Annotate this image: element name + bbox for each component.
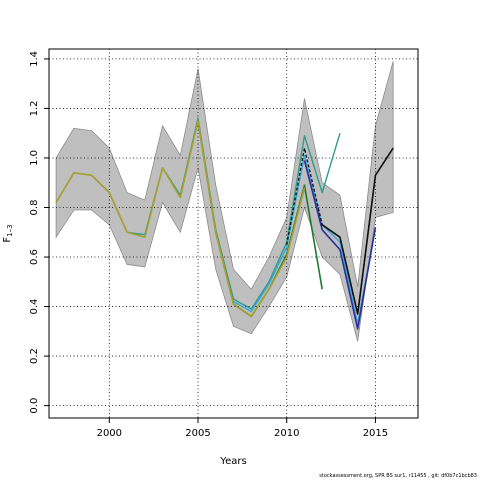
series-line-3 — [303, 160, 377, 330]
band-polygon — [55, 61, 394, 342]
series-line-5 — [55, 120, 306, 318]
series-line-7 — [286, 147, 377, 315]
y-tick-label: 0.0 — [29, 398, 40, 414]
series-lines — [55, 117, 394, 330]
series-line-2 — [233, 154, 377, 325]
y-axis-title-main: F — [2, 237, 13, 243]
plot-frame — [48, 48, 419, 419]
y-tick-label: 0.2 — [29, 348, 40, 364]
y-tick-label: 1.2 — [29, 100, 40, 116]
y-tick-label: 1.4 — [29, 51, 40, 67]
x-axis: 2000 2005 2010 2015 — [97, 418, 388, 439]
y-axis-title: F1–3 — [2, 224, 14, 242]
x-axis-title: Years — [219, 456, 246, 467]
y-axis-title-subscript: 1–3 — [6, 224, 14, 236]
y-tick-label: 0.4 — [29, 299, 40, 315]
x-tick-label: 2005 — [185, 428, 210, 439]
footer-credit: stockassessment.org, SPR BS sur1, r11455… — [319, 473, 477, 479]
x-tick-label: 2000 — [97, 428, 122, 439]
y-tick-label: 0.8 — [29, 200, 40, 216]
y-axis: 0.0 0.2 0.4 0.6 0.8 1.0 1.2 1.4 — [29, 51, 49, 414]
confidence-band — [55, 61, 394, 342]
x-tick-label: 2010 — [274, 428, 299, 439]
y-tick-label: 0.6 — [29, 249, 40, 265]
gridlines — [49, 49, 418, 418]
y-tick-label: 1.0 — [29, 150, 40, 166]
x-tick-label: 2015 — [363, 428, 388, 439]
